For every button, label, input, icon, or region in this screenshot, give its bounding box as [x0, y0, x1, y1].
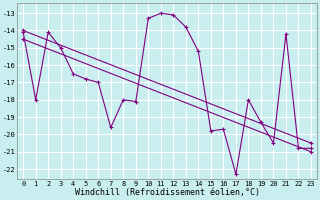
X-axis label: Windchill (Refroidissement éolien,°C): Windchill (Refroidissement éolien,°C) [75, 188, 260, 197]
